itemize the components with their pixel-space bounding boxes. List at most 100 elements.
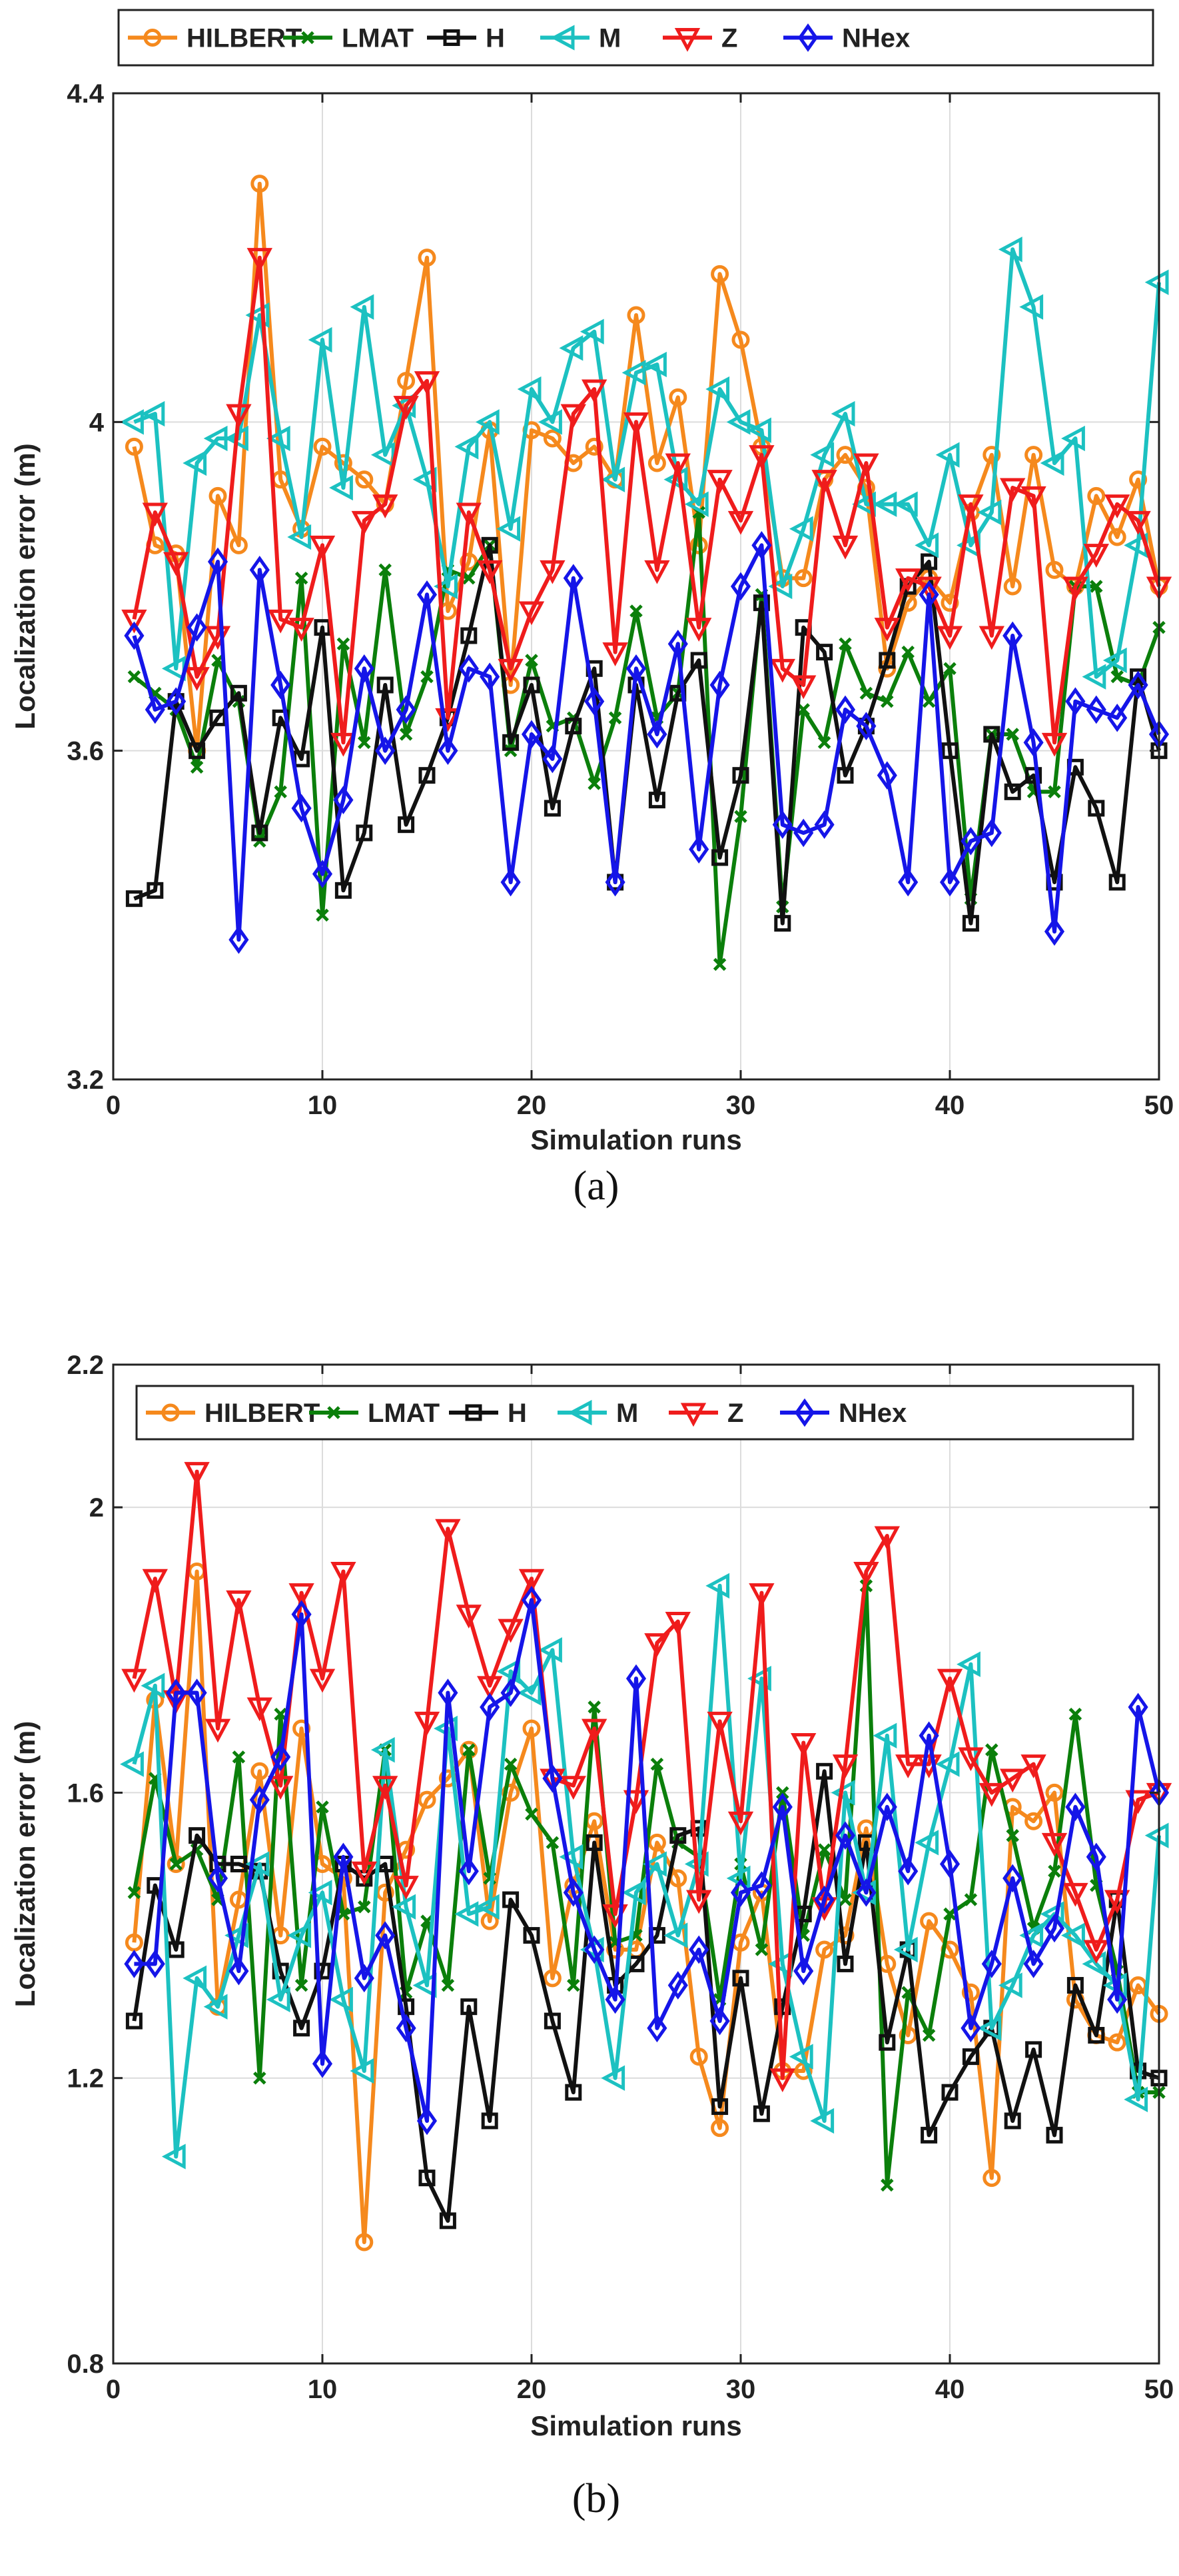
data-point-m <box>580 319 604 344</box>
data-point-m <box>245 302 270 328</box>
series-nhex <box>124 530 1170 954</box>
data-point-hilbert <box>899 2026 917 2044</box>
data-point-m <box>538 409 562 435</box>
data-point-z <box>727 510 754 535</box>
data-point-h <box>565 2084 582 2101</box>
legend-marker-circle-icon <box>143 29 162 47</box>
data-point-nhex <box>396 2014 416 2043</box>
data-point-z <box>665 453 691 478</box>
data-point-hilbert <box>1129 470 1148 489</box>
data-point-m <box>1144 1822 1169 1848</box>
data-point-h <box>439 2212 456 2230</box>
data-point-hilbert <box>711 2119 729 2138</box>
data-point-m <box>935 442 960 468</box>
data-point-lmat <box>190 760 204 774</box>
y-axis-label: Localization error (m) <box>9 1721 41 2007</box>
data-point-hilbert <box>313 437 332 456</box>
data-point-nhex <box>354 654 374 683</box>
data-point-m <box>789 2044 813 2070</box>
data-point-z <box>477 560 503 584</box>
data-point-z <box>518 1569 545 1593</box>
legend-marker-x-icon <box>301 31 314 45</box>
data-point-z <box>121 609 147 634</box>
data-point-nhex <box>480 662 500 692</box>
data-point-hilbert <box>1087 486 1106 505</box>
data-point-m <box>141 400 165 427</box>
data-point-nhex <box>689 1935 709 1964</box>
legend-label: LMAT <box>368 1399 440 1428</box>
data-point-z <box>769 658 795 683</box>
data-point-m <box>245 1851 270 1877</box>
data-point-z <box>435 1519 461 1543</box>
legend-label: M <box>599 24 621 53</box>
data-point-nhex <box>1107 1985 1128 2014</box>
y-tick-label: 2.2 <box>67 1351 104 1380</box>
data-point-nhex <box>1023 728 1044 757</box>
data-point-z <box>665 1611 691 1636</box>
data-point-lmat <box>399 728 413 741</box>
data-point-nhex <box>500 868 521 897</box>
data-point-nhex <box>772 1792 793 1822</box>
data-point-nhex <box>458 1856 479 1886</box>
data-point-m <box>621 360 646 386</box>
data-point-z <box>791 675 817 700</box>
data-point-nhex <box>1065 1792 1086 1822</box>
data-point-m <box>1102 647 1127 674</box>
data-point-nhex <box>1044 1914 1065 1943</box>
data-point-m <box>308 1880 332 1906</box>
data-point-lmat <box>336 637 350 651</box>
data-point-nhex <box>228 1956 249 1986</box>
data-point-nhex <box>166 687 187 716</box>
legend-marker-square-icon <box>443 29 460 46</box>
series-line-h <box>133 543 1161 926</box>
data-point-h <box>502 1891 520 1908</box>
legend-marker-triangle-left-icon <box>568 1399 592 1426</box>
data-point-m <box>475 409 500 435</box>
data-point-hilbert <box>689 2048 708 2066</box>
data-point-m <box>684 491 709 517</box>
data-point-lmat <box>922 694 936 708</box>
data-point-h <box>962 915 979 932</box>
legend-entry-m: M <box>558 1399 638 1428</box>
data-point-z <box>477 1676 503 1700</box>
data-point-h <box>732 1970 749 1987</box>
data-point-z <box>204 1718 231 1743</box>
data-point-h <box>544 800 561 817</box>
data-point-nhex <box>187 1678 207 1707</box>
legend-marker-diamond-icon <box>797 23 819 52</box>
data-point-lmat <box>358 736 371 750</box>
y-tick-label: 4 <box>89 408 105 437</box>
data-point-lmat <box>253 2071 266 2085</box>
data-point-lmat <box>127 670 141 684</box>
data-point-z <box>1000 1768 1026 1793</box>
data-point-h <box>523 1927 540 1944</box>
data-point-m <box>517 376 542 402</box>
data-point-z <box>1041 1832 1068 1857</box>
series-z <box>121 248 1172 757</box>
data-point-lmat <box>1110 670 1124 684</box>
data-point-m <box>1144 269 1169 295</box>
data-point-h <box>941 742 959 760</box>
y-axis-label: Localization error (m) <box>9 443 41 729</box>
data-point-lmat <box>839 1893 852 1906</box>
data-point-nhex <box>584 687 605 716</box>
data-point-h <box>732 767 749 784</box>
data-point-lmat <box>1048 1864 1061 1878</box>
data-point-z <box>560 404 586 428</box>
data-point-hilbert <box>1024 1812 1043 1830</box>
data-point-lmat <box>943 1907 957 1921</box>
data-point-z <box>1000 478 1026 502</box>
data-point-z <box>351 510 377 535</box>
data-point-lmat <box>294 571 308 585</box>
data-point-h <box>837 767 854 784</box>
data-point-m <box>224 1922 248 1948</box>
data-point-m <box>768 573 793 600</box>
x-tick-label: 20 <box>517 1091 547 1120</box>
data-point-h <box>879 652 896 669</box>
data-point-z <box>184 667 210 691</box>
data-point-hilbert <box>355 2233 374 2252</box>
data-point-m <box>350 2058 374 2084</box>
legend: HILBERT LMAT H M Z NHex <box>117 9 1154 67</box>
data-point-z <box>623 412 649 436</box>
data-point-h <box>418 2170 436 2187</box>
